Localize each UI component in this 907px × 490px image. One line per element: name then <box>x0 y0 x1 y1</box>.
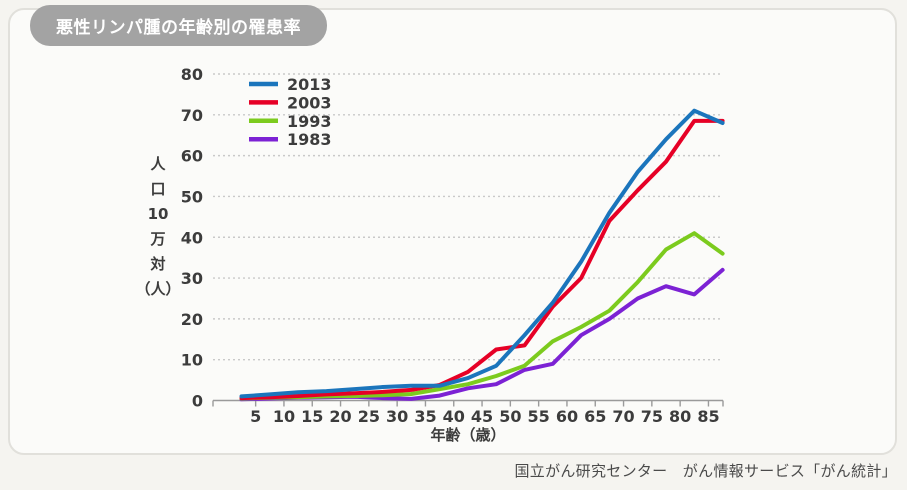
y-tick-label: 30 <box>181 269 203 288</box>
y-tick-labels: 0 10 20 30 40 50 60 70 80 <box>181 65 203 411</box>
y-axis-title: 人 口 10 万 対 （人） <box>135 155 181 298</box>
x-tick-label: 10 <box>273 407 295 426</box>
y-tick-label: 60 <box>181 147 203 166</box>
x-axis-title: 年齢（歳） <box>430 426 506 444</box>
x-tick-label: 75 <box>641 407 663 426</box>
x-tick-label: 5 <box>250 407 261 426</box>
x-tick-label: 25 <box>358 407 380 426</box>
legend-item-2003: 2003 <box>249 93 332 112</box>
y-tick-label: 20 <box>181 310 203 329</box>
legend-label-2013: 2013 <box>287 75 332 94</box>
x-tick-label: 20 <box>329 407 351 426</box>
legend-item-1993: 1993 <box>249 112 332 131</box>
legend-label-1993: 1993 <box>287 112 332 131</box>
source-attribution: 国立がん研究センター がん情報サービス「がん統計」 <box>514 462 897 480</box>
x-tick-label: 85 <box>697 407 719 426</box>
chart-title: 悪性リンパ腫の年齢別の罹患率 <box>30 5 327 46</box>
series-line-2013 <box>239 108 725 399</box>
x-tick-label: 70 <box>612 407 634 426</box>
y-tick-label: 70 <box>181 106 203 125</box>
y-tick-label: 80 <box>181 65 203 84</box>
y-tick-label: 10 <box>181 351 203 370</box>
x-tick-label: 60 <box>556 407 578 426</box>
x-ticks: 5 10 15 20 25 30 35 40 45 50 55 60 65 70 75 80 85 <box>212 400 724 426</box>
plot-gridlines <box>213 73 723 361</box>
x-tick-label: 30 <box>386 407 408 426</box>
legend-label-1983: 1983 <box>287 130 332 149</box>
legend-item-1983: 1983 <box>249 130 332 149</box>
x-tick-label: 40 <box>443 407 465 426</box>
x-tick-label: 15 <box>301 407 323 426</box>
y-tick-label: 50 <box>181 187 203 206</box>
y-tick-label: 0 <box>192 392 203 411</box>
x-tick-label: 65 <box>584 407 606 426</box>
x-tick-label: 80 <box>669 407 691 426</box>
x-tick-label: 45 <box>471 407 493 426</box>
legend-item-2013: 2013 <box>249 75 332 94</box>
legend-label-2003: 2003 <box>287 93 332 112</box>
x-tick-label: 50 <box>499 407 521 426</box>
series-line-2003 <box>239 118 725 401</box>
x-tick-label: 55 <box>528 407 550 426</box>
x-tick-label: 35 <box>414 407 436 426</box>
y-tick-label: 40 <box>181 228 203 247</box>
